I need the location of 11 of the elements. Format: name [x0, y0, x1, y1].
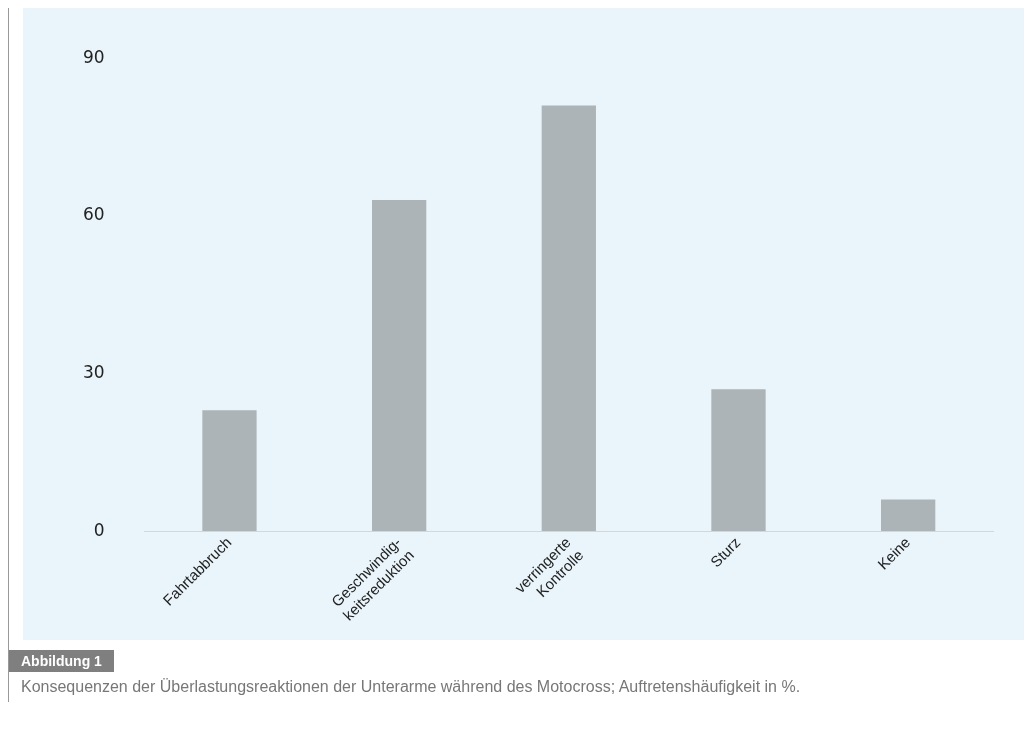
y-tick-label: 30	[82, 361, 105, 382]
bar	[541, 105, 596, 532]
bar	[372, 200, 427, 532]
y-tick-label: 90	[82, 46, 105, 67]
bar	[881, 499, 936, 532]
y-tick-label: 60	[82, 204, 105, 225]
bar	[202, 410, 257, 532]
text: Konsequenzen der Überlastungsreaktionen der Unterarme während des Motocross; Auftretenshäufigkeit in %.	[20, 677, 802, 697]
y-tick-label: 0	[93, 519, 105, 540]
bar	[711, 389, 766, 532]
text: Abbildung 1	[9, 650, 114, 672]
